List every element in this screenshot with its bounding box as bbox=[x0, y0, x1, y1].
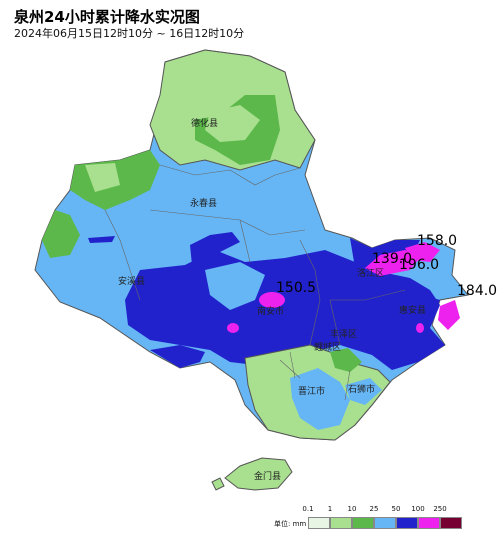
boundary-lines bbox=[104, 164, 406, 401]
region-lightblue-shishi bbox=[345, 378, 382, 405]
region-blue-west bbox=[150, 345, 205, 368]
peak-area-northeast bbox=[365, 250, 420, 276]
county-label-huian: 惠安县 bbox=[399, 304, 426, 316]
region-lightblue-south bbox=[290, 368, 350, 430]
legend-swatch bbox=[352, 517, 374, 529]
legend-tick: 1 bbox=[327, 505, 333, 513]
region-blue-north bbox=[190, 232, 240, 270]
peak-area-coast bbox=[416, 323, 424, 333]
region-lightblue-inner bbox=[205, 262, 265, 310]
county-label-jinmen: 金门县 bbox=[254, 470, 281, 482]
legend-swatch bbox=[396, 517, 418, 529]
peak-area-158 bbox=[405, 242, 440, 262]
peak-value-label: 158.0 bbox=[417, 233, 457, 249]
region-blue-anxi-line bbox=[88, 236, 115, 243]
region-jinmen-small bbox=[211, 477, 225, 491]
county-label-jinjiang: 晋江市 bbox=[298, 385, 325, 397]
peak-area-small bbox=[227, 323, 239, 333]
county-label-yongchun: 永春县 bbox=[190, 197, 217, 209]
county-label-anxi: 安溪县 bbox=[118, 275, 145, 287]
county-label-dehua: 德化县 bbox=[191, 117, 218, 129]
legend-tick: 50 bbox=[391, 505, 401, 513]
legend-tick: 100 bbox=[411, 505, 425, 513]
region-green-west-2 bbox=[42, 210, 80, 258]
county-label-luojiang: 洛江区 bbox=[357, 267, 384, 279]
county-label-shishi: 石狮市 bbox=[348, 383, 375, 395]
peak-value-label: 184.0 bbox=[457, 283, 497, 299]
peak-area-150 bbox=[259, 292, 285, 308]
region-green-dehua-center bbox=[205, 105, 260, 142]
region-blue-band bbox=[125, 250, 445, 370]
peak-value-label: 196.0 bbox=[399, 257, 439, 273]
county-label-nanan: 南安市 bbox=[257, 305, 284, 317]
peak-value-label: 150.5 bbox=[276, 280, 316, 296]
legend-swatch bbox=[330, 517, 352, 529]
map-subtitle: 2024年06月15日12时10分 ~ 16日12时10分 bbox=[14, 27, 245, 40]
region-jinmen bbox=[224, 457, 293, 491]
legend-unit-label: 单位: mm bbox=[274, 520, 307, 528]
legend-color-bar bbox=[308, 517, 462, 531]
legend-tick: 10 bbox=[347, 505, 357, 513]
peak-area-184 bbox=[438, 300, 460, 330]
peak-value-label: 139.0 bbox=[372, 251, 412, 267]
region-green-west-3 bbox=[85, 163, 120, 192]
legend-tick: 25 bbox=[369, 505, 379, 513]
legend-swatch bbox=[374, 517, 396, 529]
map-title: 泉州24小时累计降水实况图 bbox=[14, 8, 200, 26]
legend-tick: 0.1 bbox=[302, 505, 314, 513]
legend-swatch bbox=[440, 517, 462, 529]
county-label-licheng: 鲤城区 bbox=[314, 341, 341, 353]
county-label-fengze: 丰泽区 bbox=[330, 328, 357, 340]
region-blue-coast-east bbox=[405, 290, 440, 318]
legend-swatch bbox=[308, 517, 330, 529]
legend-swatch bbox=[418, 517, 440, 529]
legend: 单位: mm 0.1 1 10 25 50 100 250 bbox=[270, 503, 495, 537]
region-darkgreen-south bbox=[330, 348, 362, 372]
legend-tick: 250 bbox=[433, 505, 447, 513]
